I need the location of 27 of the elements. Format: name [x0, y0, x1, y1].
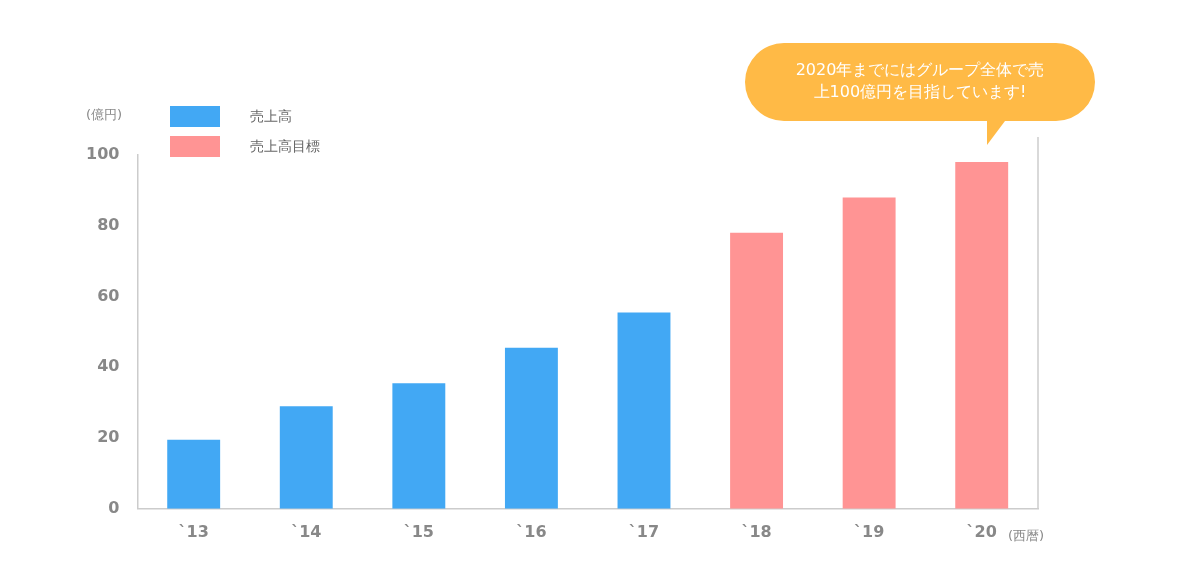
text: 2020年までにはグループ全体で売上100億円を目指しています!	[795, 60, 1045, 102]
y-tick-label: 20	[97, 427, 120, 447]
bar	[279, 406, 333, 509]
bar	[955, 162, 1009, 509]
x-tick-label: `20	[966, 521, 997, 541]
x-tick-label: `19	[854, 521, 885, 541]
legend-label: 売上高目標	[250, 137, 320, 154]
y-tick-label: 80	[97, 214, 120, 234]
bar	[842, 197, 896, 509]
x-tick-label: `14	[291, 521, 322, 541]
y-tick-label: 60	[97, 285, 120, 305]
x-axis-title: (西暦)	[1008, 528, 1045, 544]
bar	[617, 312, 671, 509]
x-tick-label: `15	[403, 521, 434, 541]
bar	[504, 347, 558, 509]
x-tick-label: `13	[178, 521, 209, 541]
y-axis-title: (億円)	[86, 107, 123, 123]
x-tick-label: `18	[741, 521, 772, 541]
bar	[730, 232, 784, 509]
y-tick-label: 40	[97, 356, 120, 376]
y-tick-label: 100	[85, 144, 120, 164]
y-tick-label: 0	[108, 497, 120, 517]
legend-label: 売上高	[250, 107, 292, 124]
x-tick-label: `16	[516, 521, 547, 541]
bar	[392, 383, 446, 509]
bar	[167, 439, 221, 509]
x-tick-label: `17	[628, 521, 660, 541]
